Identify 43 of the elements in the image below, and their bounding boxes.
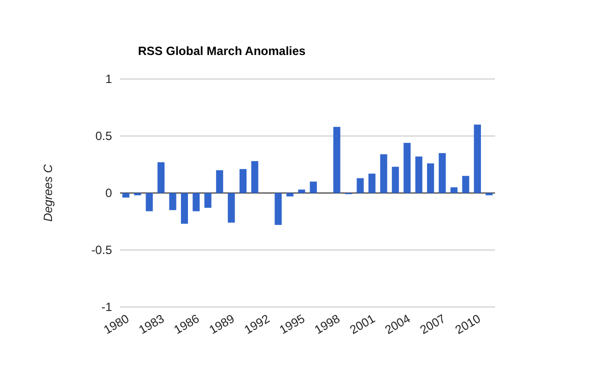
bar <box>368 174 376 193</box>
bar <box>310 182 317 193</box>
x-tick-label: 2007 <box>418 311 448 337</box>
x-tick-label: 1992 <box>242 311 272 337</box>
y-tick-label: 0.5 <box>95 129 112 144</box>
bar <box>216 170 224 193</box>
bar <box>146 193 153 212</box>
bar <box>192 193 200 212</box>
bar <box>122 193 130 198</box>
bar <box>228 193 235 223</box>
bar <box>356 178 364 193</box>
bar <box>274 193 282 225</box>
x-tick-label: 1983 <box>136 311 167 337</box>
y-tick-label: 1 <box>105 72 112 86</box>
bar <box>404 142 411 193</box>
bar <box>240 169 247 193</box>
x-tick-label: 2010 <box>452 311 484 337</box>
bar <box>450 187 458 193</box>
y-tick-label: -0.5 <box>91 243 112 258</box>
bar <box>333 126 340 193</box>
bar <box>251 161 258 193</box>
y-tick-label: 0 <box>105 186 112 200</box>
bar <box>158 162 165 193</box>
x-tick-label: 1986 <box>172 311 202 337</box>
y-axis-title: Degrees C <box>41 164 55 222</box>
bar <box>427 163 434 193</box>
bar <box>380 154 388 193</box>
bar <box>180 193 188 224</box>
bar <box>415 156 422 193</box>
x-tick-label: 1989 <box>206 311 238 337</box>
bar <box>298 190 306 193</box>
x-tick-label: 1995 <box>277 311 308 337</box>
bar <box>392 166 399 193</box>
bar <box>462 176 470 193</box>
bar <box>474 124 481 193</box>
bar <box>286 193 294 196</box>
bar <box>169 193 176 210</box>
x-tick-label: 2001 <box>347 311 378 337</box>
x-tick-label: 1998 <box>312 311 343 337</box>
chart-title: RSS Global March Anomalies <box>138 44 306 58</box>
bar <box>438 153 446 193</box>
x-tick-label: 2004 <box>382 311 413 337</box>
bar <box>204 193 212 208</box>
